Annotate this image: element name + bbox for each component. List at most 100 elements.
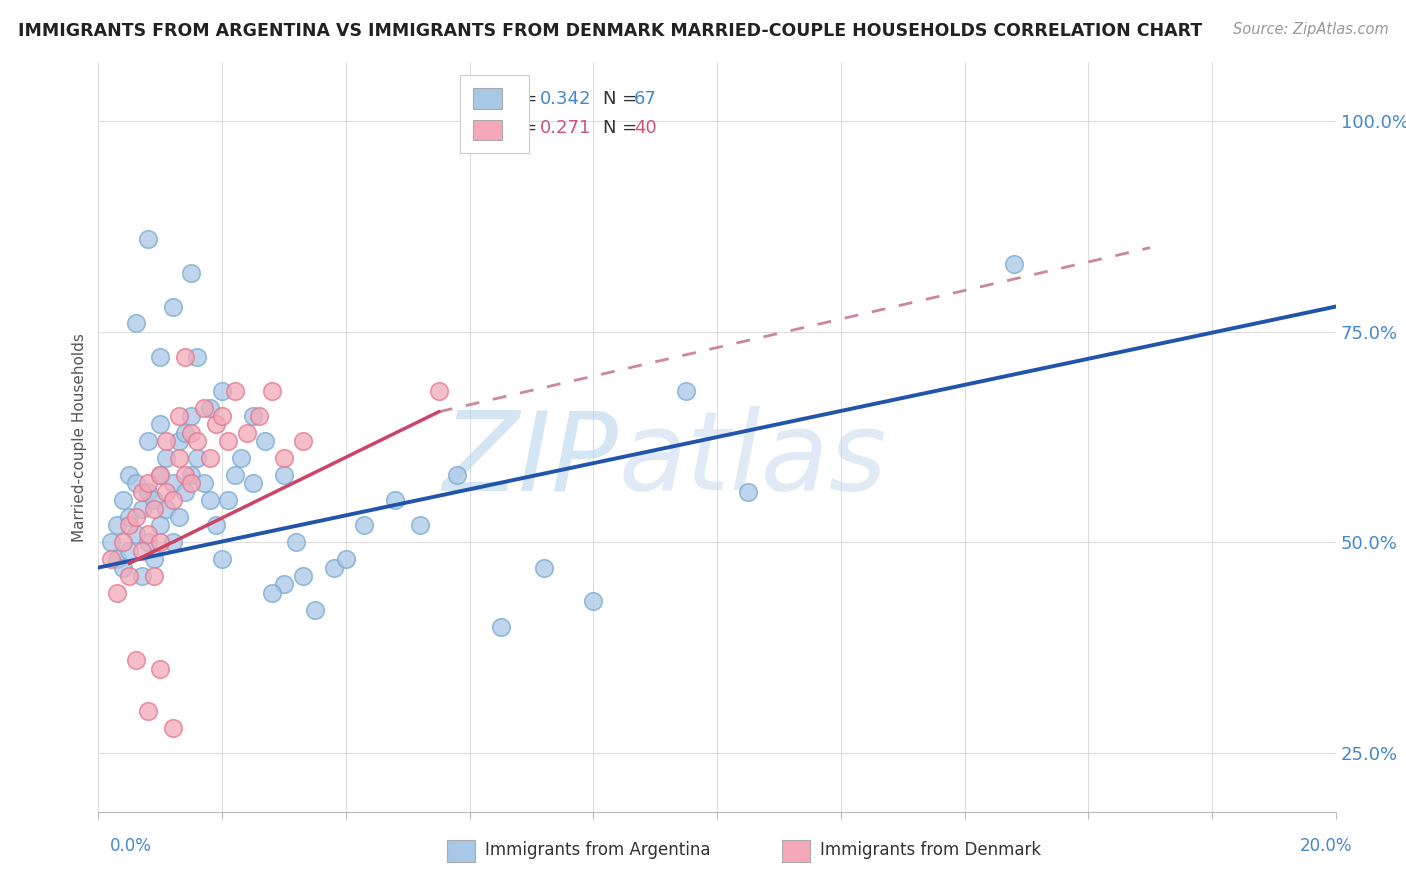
Point	[198, 451, 221, 466]
Point	[105, 552, 128, 566]
Point	[136, 535, 159, 549]
Point	[162, 476, 184, 491]
Point	[186, 350, 208, 364]
Text: N =: N =	[603, 119, 637, 136]
Point	[155, 501, 177, 516]
Point	[291, 569, 314, 583]
Point	[186, 434, 208, 449]
Point	[143, 552, 166, 566]
Point	[582, 594, 605, 608]
Point	[198, 401, 221, 415]
Point	[112, 560, 135, 574]
Text: 0.271: 0.271	[540, 119, 592, 136]
Point	[155, 451, 177, 466]
Point	[149, 535, 172, 549]
Point	[489, 619, 512, 633]
Point	[273, 467, 295, 482]
Text: Immigrants from Denmark: Immigrants from Denmark	[820, 841, 1040, 859]
Point	[174, 467, 197, 482]
Text: 40: 40	[634, 119, 657, 136]
Point	[131, 569, 153, 583]
Point	[205, 518, 228, 533]
Point	[105, 586, 128, 600]
Text: atlas: atlas	[619, 406, 887, 513]
Point	[149, 350, 172, 364]
Point	[180, 409, 202, 423]
Point	[198, 493, 221, 508]
Point	[118, 569, 141, 583]
Point	[118, 543, 141, 558]
Point	[186, 451, 208, 466]
Point	[174, 350, 197, 364]
Point	[124, 476, 146, 491]
Point	[118, 510, 141, 524]
Point	[162, 300, 184, 314]
Point	[180, 467, 202, 482]
Text: IMMIGRANTS FROM ARGENTINA VS IMMIGRANTS FROM DENMARK MARRIED-COUPLE HOUSEHOLDS C: IMMIGRANTS FROM ARGENTINA VS IMMIGRANTS …	[18, 22, 1202, 40]
Point	[533, 560, 555, 574]
Point	[409, 518, 432, 533]
Point	[446, 467, 468, 482]
Point	[193, 476, 215, 491]
Point	[143, 501, 166, 516]
Text: 67: 67	[634, 90, 657, 108]
Point	[224, 384, 246, 398]
Point	[155, 484, 177, 499]
Point	[136, 704, 159, 718]
Point	[112, 493, 135, 508]
Point	[427, 384, 450, 398]
Point	[143, 493, 166, 508]
Point	[136, 527, 159, 541]
Text: N =: N =	[603, 90, 637, 108]
Point	[180, 476, 202, 491]
Point	[124, 527, 146, 541]
Text: 0.342: 0.342	[540, 90, 592, 108]
Y-axis label: Married-couple Households: Married-couple Households	[72, 333, 87, 541]
Point	[675, 384, 697, 398]
Point	[136, 484, 159, 499]
Point	[131, 501, 153, 516]
Point	[193, 401, 215, 415]
Text: 0.0%: 0.0%	[110, 837, 152, 855]
Point	[211, 409, 233, 423]
Point	[124, 653, 146, 667]
Point	[291, 434, 314, 449]
Point	[242, 409, 264, 423]
Point	[211, 552, 233, 566]
Point	[112, 535, 135, 549]
Point	[149, 518, 172, 533]
Point	[224, 467, 246, 482]
Point	[217, 493, 239, 508]
Point	[242, 476, 264, 491]
Point	[236, 425, 259, 440]
Text: Immigrants from Argentina: Immigrants from Argentina	[485, 841, 710, 859]
Point	[136, 232, 159, 246]
Point	[136, 476, 159, 491]
Point	[124, 510, 146, 524]
Point	[285, 535, 308, 549]
Point	[254, 434, 277, 449]
Text: ZIP: ZIP	[443, 406, 619, 513]
Point	[229, 451, 252, 466]
Point	[100, 552, 122, 566]
Point	[167, 434, 190, 449]
Point	[167, 451, 190, 466]
Point	[180, 425, 202, 440]
Text: Source: ZipAtlas.com: Source: ZipAtlas.com	[1233, 22, 1389, 37]
Point	[260, 384, 283, 398]
Point	[124, 317, 146, 331]
Point	[353, 518, 375, 533]
Point	[136, 434, 159, 449]
Point	[167, 409, 190, 423]
Point	[131, 543, 153, 558]
Point	[118, 518, 141, 533]
Point	[384, 493, 406, 508]
Text: R =: R =	[505, 90, 537, 108]
Point	[205, 417, 228, 432]
Point	[1002, 258, 1025, 272]
Point	[143, 569, 166, 583]
Point	[260, 586, 283, 600]
Point	[304, 602, 326, 616]
Point	[118, 467, 141, 482]
Point	[335, 552, 357, 566]
